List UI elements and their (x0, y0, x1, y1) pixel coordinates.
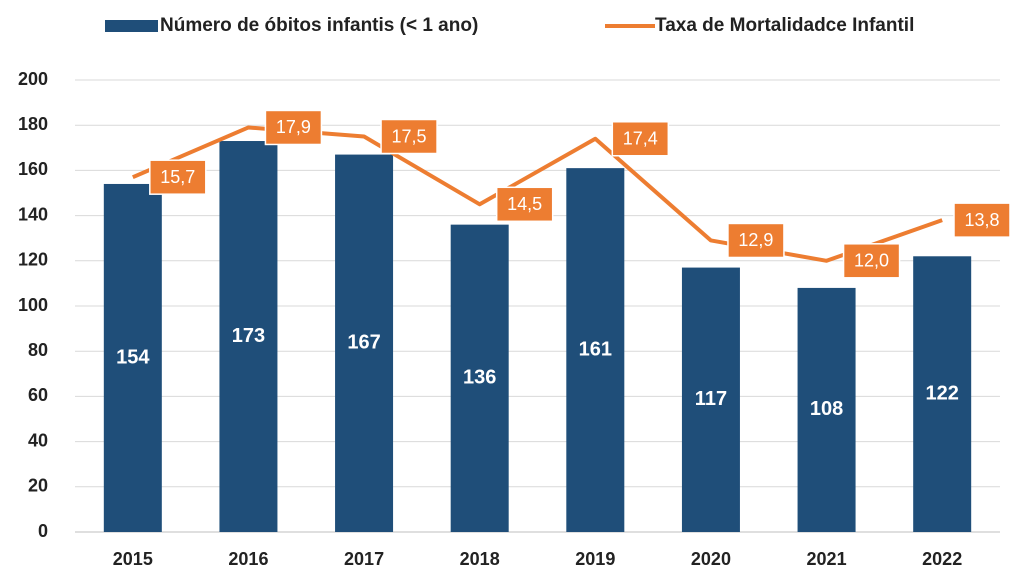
bar-value-label: 161 (579, 338, 612, 360)
bar (450, 224, 509, 532)
x-tick-label: 2020 (691, 549, 731, 569)
y-tick-label: 180 (18, 114, 48, 134)
line-label-box (264, 109, 323, 146)
line-label-box (495, 186, 554, 223)
bar (335, 154, 394, 532)
line-value-label: 12,0 (854, 251, 889, 271)
line-value-label: 13,8 (964, 210, 999, 230)
bar-value-label: 122 (926, 382, 959, 404)
y-tick-label: 100 (18, 295, 48, 315)
bar (681, 267, 740, 532)
x-tick-label: 2021 (807, 549, 847, 569)
y-tick-label: 200 (18, 69, 48, 89)
y-tick-label: 160 (18, 159, 48, 179)
bar-value-label: 117 (695, 388, 727, 410)
y-tick-label: 140 (18, 204, 48, 224)
y-tick-label: 60 (28, 385, 48, 405)
line-value-label: 17,9 (276, 117, 311, 137)
bar-value-label: 167 (347, 332, 380, 354)
line-value-label: 15,7 (160, 167, 195, 187)
x-tick-label: 2015 (113, 549, 153, 569)
bar-value-label: 173 (232, 325, 265, 347)
line-value-label: 14,5 (507, 194, 542, 214)
y-tick-label: 20 (28, 476, 48, 496)
x-tick-label: 2016 (228, 549, 268, 569)
legend-label: Taxa de Mortalidadce Infantil (655, 15, 914, 36)
bar (913, 256, 972, 532)
x-tick-label: 2019 (575, 549, 615, 569)
bar-value-label: 108 (810, 398, 843, 420)
line-label-box (380, 118, 438, 155)
line-value-label: 12,9 (738, 230, 773, 250)
line-label-box (727, 222, 785, 259)
y-tick-label: 120 (18, 250, 48, 270)
y-tick-label: 40 (28, 430, 48, 450)
x-tick-label: 2022 (922, 549, 962, 569)
x-tick-label: 2018 (460, 549, 500, 569)
bar (797, 287, 856, 532)
x-tick-label: 2017 (344, 549, 384, 569)
y-tick-label: 80 (28, 340, 48, 360)
line-label-box (953, 202, 1010, 238)
line-label-box (149, 159, 207, 195)
bar (566, 168, 625, 532)
legend-label: Número de óbitos infantis (< 1 ano) (160, 15, 478, 36)
bar (103, 183, 162, 532)
line-value-label: 17,5 (392, 126, 427, 146)
bar-value-label: 154 (116, 346, 150, 368)
legend-swatch (105, 20, 158, 32)
bar-value-label: 136 (463, 367, 496, 389)
line-value-label: 17,4 (623, 129, 658, 149)
line-label-box (611, 121, 670, 157)
bar (219, 141, 278, 532)
line-label-box (842, 243, 901, 279)
y-tick-label: 0 (38, 521, 48, 541)
